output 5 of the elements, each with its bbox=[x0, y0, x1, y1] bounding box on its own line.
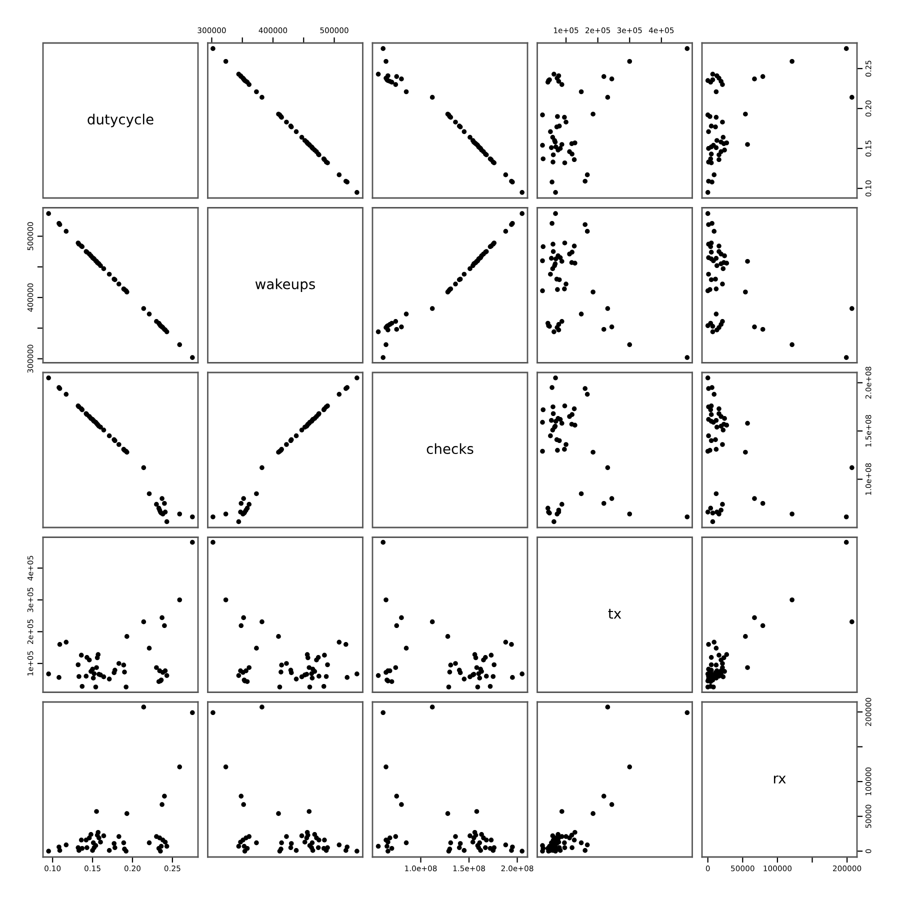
text: dutycycle bbox=[88, 114, 154, 128]
text: tx bbox=[608, 608, 622, 619]
text: wakeups bbox=[255, 278, 315, 292]
text: rx bbox=[774, 776, 786, 784]
text: checks bbox=[426, 443, 474, 454]
